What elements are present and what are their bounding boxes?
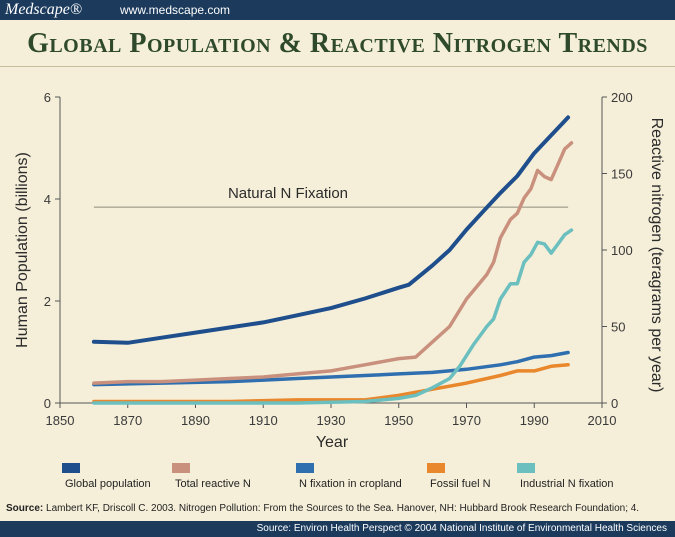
legend-swatch-n-fixation-in-cropland [296,463,314,473]
x-tick-label: 2010 [588,413,617,428]
legend-label-n-fixation-in-cropland: N fixation in cropland [299,478,402,490]
x-tick-label: 1930 [317,413,346,428]
x-tick-label: 1850 [46,413,75,428]
y-left-tick-label: 6 [44,90,51,105]
medscape-logo[interactable]: Medscape® [5,1,83,18]
x-tick-label: 1910 [249,413,278,428]
y-right-tick-label: 100 [611,243,633,258]
legend-label-industrial-n-fixation: Industrial N fixation [520,478,614,490]
legend-label-fossil-fuel-n: Fossil fuel N [430,478,491,490]
y-right-tick-label: 50 [611,320,625,335]
y-right-tick-label: 200 [611,90,633,105]
y-axis-right-label: Reactive nitrogen (teragrams per year) [648,118,665,393]
x-tick-label: 1990 [520,413,549,428]
legend-label-total-reactive-n: Total reactive N [175,478,251,490]
title-divider [0,66,675,67]
global-population-line [91,115,571,345]
footer-text: Source: Environ Health Perspect © 2004 N… [256,523,667,534]
x-tick-label: 1950 [384,413,413,428]
x-tick-label: 1970 [452,413,481,428]
y-left-tick-label: 4 [44,192,51,207]
source-text: Lambert KF, Driscoll C. 2003. Nitrogen P… [46,503,640,514]
x-tick-label: 1890 [181,413,210,428]
source-citation: Source: Lambert KF, Driscoll C. 2003. Ni… [6,503,639,514]
legend-swatch-total-reactive-n [172,463,190,473]
industrial-n-fixation-line [92,228,574,405]
legend-swatch-industrial-n-fixation [517,463,535,473]
y-right-tick-label: 150 [611,167,633,182]
y-left-tick-label: 0 [44,396,51,411]
chart-title: Global Population & Reactive Nitrogen Tr… [27,28,648,59]
n-fixation-in-cropland-line [92,350,570,387]
y-left-tick-label: 2 [44,294,51,309]
legend-label-global-population: Global population [65,478,151,490]
source-label: Source: [6,503,44,514]
y-right-tick-label: 0 [611,396,618,411]
x-axis-label: Year [316,434,349,451]
natural-n-fixation-label: Natural N Fixation [228,185,348,202]
header-bar: Medscape® www.medscape.com [0,0,675,20]
legend-swatch-global-population [62,463,80,473]
y-axis-left-label: Human Population (billions) [14,152,31,348]
legend-swatch-fossil-fuel-n [427,463,445,473]
footer-bar: Source: Environ Health Perspect © 2004 N… [0,521,675,537]
x-tick-label: 1870 [113,413,142,428]
site-url[interactable]: www.medscape.com [120,3,231,17]
total-reactive-n-line [92,141,574,385]
